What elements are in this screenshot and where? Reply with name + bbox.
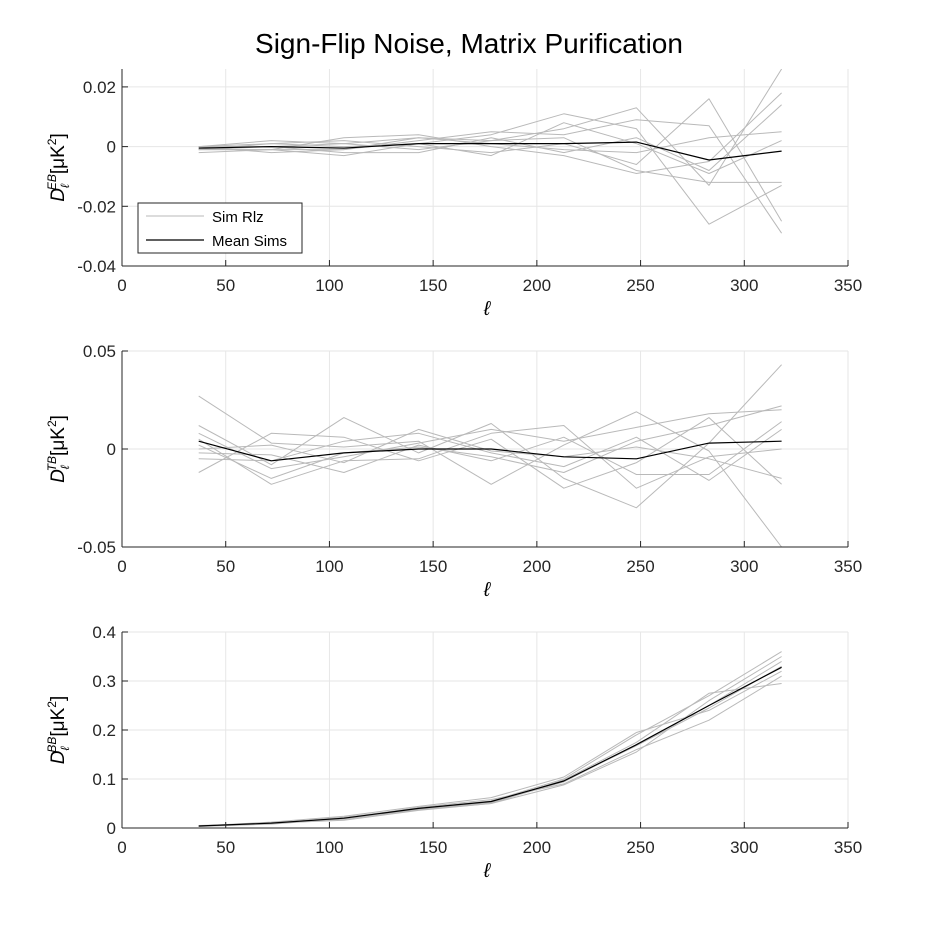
x-tick-label: 50 xyxy=(216,276,235,295)
x-tick-label: 200 xyxy=(523,276,551,295)
x-tick-label: 150 xyxy=(419,557,447,576)
y-tick-label: 0.2 xyxy=(92,721,116,740)
y-axis-label: DℓTB[μK2] xyxy=(45,415,72,483)
x-tick-label: 0 xyxy=(117,838,126,857)
y-label-unit-superscript: 2 xyxy=(45,138,59,145)
y-tick-label: 0 xyxy=(107,138,116,157)
sim-rlz-line-6 xyxy=(198,656,782,827)
x-tick-label: 300 xyxy=(730,557,758,576)
panel-bb: 0 50 100 150 200 250 300 35000.10.20.30.4ℓDℓBB[… xyxy=(45,623,862,882)
x-tick-label: 250 xyxy=(626,557,654,576)
x-tick-label: 150 xyxy=(419,838,447,857)
y-tick-label: -0.04 xyxy=(77,257,116,276)
y-label-subscript: ℓ xyxy=(58,183,72,188)
data-layer xyxy=(198,69,783,234)
x-tick-label: 50 xyxy=(216,557,235,576)
sim-rlz-line-2 xyxy=(198,364,782,509)
x-tick-label: 200 xyxy=(523,557,551,576)
y-tick-label: 0.1 xyxy=(92,770,116,789)
x-axis-label: ℓ xyxy=(483,860,492,882)
y-label-unit-superscript: 2 xyxy=(45,701,59,708)
y-tick-label: 0.3 xyxy=(92,672,116,691)
sim-rlz-line-4 xyxy=(198,98,783,222)
y-label-subscript: ℓ xyxy=(58,464,72,469)
panel-eb: 0 50 100 150 200 250 300 350-0.04-0.0200.02ℓDℓE… xyxy=(45,69,862,320)
y-label-unit: [μK xyxy=(48,427,69,456)
x-tick-label: 350 xyxy=(834,838,862,857)
y-tick-label: 0.05 xyxy=(83,342,116,361)
y-axis-label: DℓEB[μK2] xyxy=(45,133,72,202)
mean-sims-line xyxy=(198,440,782,462)
y-label-symbol: D xyxy=(48,750,69,764)
x-tick-label: 100 xyxy=(315,838,343,857)
y-tick-label: -0.05 xyxy=(77,538,116,557)
x-tick-label: 250 xyxy=(626,276,654,295)
y-label-subscript: ℓ xyxy=(58,746,72,751)
figure-title: Sign-Flip Noise, Matrix Purification xyxy=(255,28,683,59)
y-label-close: ] xyxy=(48,696,69,701)
x-tick-label: 300 xyxy=(730,838,758,857)
y-tick-label: 0.02 xyxy=(83,78,116,97)
y-label-close: ] xyxy=(48,133,69,138)
data-layer xyxy=(198,364,782,547)
x-tick-label: 350 xyxy=(834,557,862,576)
legend: Sim Rlz Mean Sims xyxy=(137,202,303,254)
x-tick-label: 250 xyxy=(626,838,654,857)
sim-rlz-line-7 xyxy=(198,122,782,174)
sim-rlz-line-3 xyxy=(198,409,782,470)
sim-rlz-line-5 xyxy=(198,428,782,481)
legend-label-sim-rlz: Sim Rlz xyxy=(212,209,264,226)
sim-rlz-line-4 xyxy=(198,405,782,479)
mean-sims-line xyxy=(198,666,782,827)
sim-rlz-line-8 xyxy=(198,421,782,475)
y-label-unit-superscript: 2 xyxy=(45,420,59,427)
y-tick-label: 0 xyxy=(107,440,116,459)
y-label-superscript: TB xyxy=(45,456,59,471)
sim-rlz-line-5 xyxy=(198,119,783,234)
y-label-superscript: BB xyxy=(45,737,59,753)
x-axis-label: ℓ xyxy=(483,298,492,320)
x-tick-label: 50 xyxy=(216,838,235,857)
x-tick-label: 350 xyxy=(834,276,862,295)
x-tick-label: 150 xyxy=(419,276,447,295)
x-tick-label: 0 xyxy=(117,557,126,576)
x-tick-label: 100 xyxy=(315,557,343,576)
y-label-close: ] xyxy=(48,415,69,420)
sim-rlz-line-7 xyxy=(198,425,782,489)
mean-sims-line xyxy=(198,141,782,161)
sim-rlz-line-6 xyxy=(198,417,782,489)
y-label-unit: [μK xyxy=(48,707,69,736)
legend-box xyxy=(137,202,303,254)
y-label-symbol: D xyxy=(48,469,69,483)
y-axis-label: DℓBB[μK2] xyxy=(45,696,72,765)
x-tick-label: 100 xyxy=(315,276,343,295)
y-label-symbol: D xyxy=(48,188,69,202)
x-tick-label: 200 xyxy=(523,838,551,857)
x-tick-label: 0 xyxy=(117,276,126,295)
x-axis-label: ℓ xyxy=(483,579,492,601)
y-label-unit: [μK xyxy=(48,145,69,174)
sim-rlz-line-9 xyxy=(198,428,782,479)
y-tick-label: 0.4 xyxy=(92,623,116,642)
y-label-superscript: EB xyxy=(45,174,59,190)
sim-rlz-line-6 xyxy=(198,104,782,171)
x-tick-label: 300 xyxy=(730,276,758,295)
sim-rlz-line-1 xyxy=(198,395,782,547)
legend-label-mean-sims: Mean Sims xyxy=(212,233,287,250)
sim-rlz-line-9 xyxy=(198,137,782,183)
data-layer xyxy=(198,651,782,827)
y-tick-label: 0 xyxy=(107,819,116,838)
panel-tb: 0 50 100 150 200 250 300 350-0.0500.05ℓDℓTB[μK2… xyxy=(45,342,862,601)
y-tick-label: -0.02 xyxy=(77,197,116,216)
